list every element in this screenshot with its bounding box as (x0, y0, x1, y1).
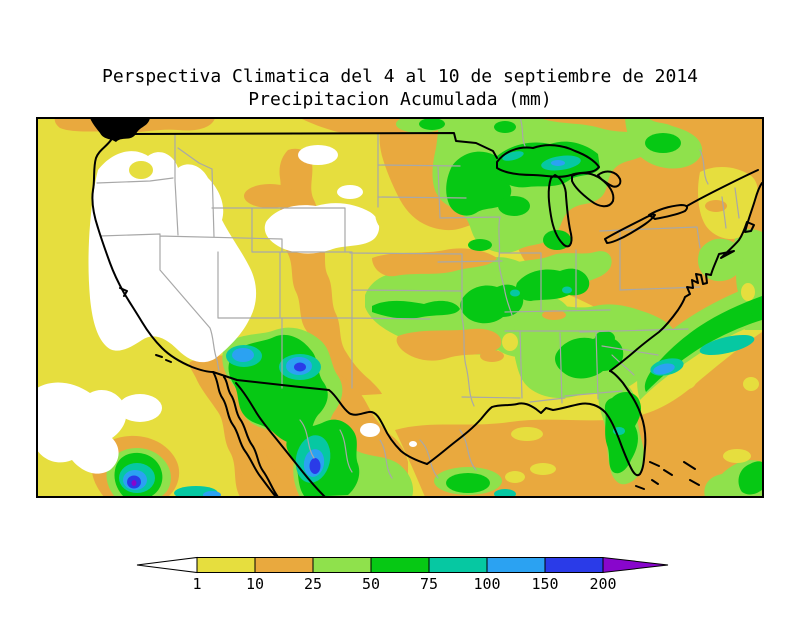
precip-layer-150-200mm (127, 362, 321, 489)
legend-label-25: 25 (304, 575, 322, 593)
fill-yellow-washington-spot (129, 161, 153, 179)
fill-green-missouri (460, 284, 524, 324)
fill-white-wyoming (264, 203, 380, 254)
fill-green-carolina-spot (595, 331, 615, 345)
fill-yellow-atl4 (723, 449, 751, 463)
lake-huron (571, 170, 622, 208)
fill-green-gulfstream (644, 296, 762, 392)
fill-white-pacific2 (118, 394, 162, 422)
precip-layer-islands (129, 161, 759, 483)
fill-blue-new-mexico (294, 362, 306, 372)
fill-white-speck (409, 441, 417, 447)
fill-white-sdakota (337, 185, 363, 199)
fill-green-wisconsin (498, 196, 530, 216)
map-title-line1: Perspectiva Climatica del 4 al 10 de sep… (102, 66, 698, 87)
fill-yellow-atl2 (741, 283, 755, 301)
fill-yellow-dakota (375, 194, 397, 230)
legend-label-1: 1 (192, 575, 201, 593)
pacific-coastline (91, 118, 214, 373)
legend-label-50: 50 (362, 575, 380, 593)
legend-colorbar: 1 10 25 50 75 100 150 200 (136, 556, 669, 593)
legend-arrow-below-min (136, 556, 198, 574)
gulf-coastline (426, 370, 647, 477)
fill-yellow-atl3 (743, 377, 759, 391)
map-frame (36, 117, 764, 498)
fill-teal-superior-west (502, 151, 524, 161)
fill-orange-gulf (395, 332, 762, 497)
fill-teal-mexico-edge (494, 489, 516, 497)
fill-green-iowa (468, 239, 492, 251)
fill-green-canada (645, 133, 681, 153)
fill-yellow-gulf1 (511, 427, 543, 441)
fill-green-se-corner (738, 461, 762, 495)
us-mexico-border (212, 371, 428, 465)
legend-label-150: 150 (531, 575, 558, 593)
legend-label-200: 200 (589, 575, 616, 593)
fill-white-montana (298, 145, 338, 165)
fill-purple-pacific-core (131, 480, 137, 486)
fill-green-border1 (419, 118, 445, 130)
fill-teal-gulfstream1 (699, 334, 755, 356)
puget-sound-coast (90, 118, 150, 142)
fill-orange-nebraska (372, 248, 497, 277)
sf-bay-mark (119, 287, 128, 297)
precip-layer-below-1mm (37, 145, 739, 474)
legend-swatch-75-100 (428, 557, 488, 573)
fill-orange-montana (244, 184, 296, 208)
map-title-line2: Precipitacion Acumulada (mm) (248, 89, 551, 110)
state-borders (96, 118, 740, 479)
legend-swatch-10-25 (254, 557, 314, 573)
legend-swatch-150-200 (544, 557, 604, 573)
fill-orange-oklahoma (396, 328, 502, 361)
fill-yellow-gulf2 (530, 463, 556, 475)
lake-superior (496, 144, 600, 178)
map-area (37, 118, 763, 497)
fill-sky-superior (551, 160, 565, 166)
coastline-layer (90, 118, 763, 497)
canada-border (114, 132, 498, 159)
channel-islands (155, 354, 172, 363)
lake-michigan (547, 174, 573, 248)
baja-coastline (212, 371, 326, 497)
fill-blue-mexico (309, 458, 321, 474)
fill-green-edge-spot (751, 302, 763, 318)
fill-yellow-atl1 (679, 367, 697, 389)
fill-green-border2 (494, 121, 516, 133)
legend-swatch-50-75 (370, 557, 430, 573)
fill-sky-arizona (232, 348, 254, 362)
fill-orange-tn-spot (542, 310, 566, 320)
legend-label-75: 75 (420, 575, 438, 593)
fill-white-pacific (37, 382, 127, 474)
legend-swatch-100-150 (486, 557, 546, 573)
legend-swatch-25-50 (312, 557, 372, 573)
fill-sky-carolina (653, 363, 675, 375)
fill-green-minnesota (446, 151, 512, 216)
fill-white-rio-grande (360, 423, 380, 437)
legend-label-100: 100 (473, 575, 500, 593)
fill-orange-baja (222, 400, 282, 497)
fill-sky-pacific-edge (203, 491, 221, 497)
legend-swatch-1-10 (196, 557, 256, 573)
fill-teal-illinois-speck (510, 289, 520, 297)
fill-green-mexico-east (446, 473, 490, 493)
bahamas-islands (635, 461, 700, 490)
st-lawrence-border (686, 169, 759, 207)
fill-yellow-gulf3 (505, 471, 525, 483)
fill-green-kansas-band (372, 300, 460, 319)
legend-label-10: 10 (246, 575, 264, 593)
lake-ontario (648, 204, 689, 220)
fill-green-indiana-ohio (515, 268, 590, 301)
fill-orange-ms-spot (480, 350, 504, 362)
fill-yellow-new-england (698, 166, 758, 240)
fill-orange-ne-streak (705, 200, 727, 212)
fill-teal-ohio-speck (562, 286, 572, 294)
atlantic-coastline (609, 182, 763, 372)
legend-arrow-above-max (602, 556, 669, 574)
fill-yellow-mississippi (502, 333, 518, 351)
lake-erie (604, 213, 656, 244)
fill-white-great-basin (88, 151, 257, 363)
fill-lgreen-nyc (698, 238, 744, 282)
